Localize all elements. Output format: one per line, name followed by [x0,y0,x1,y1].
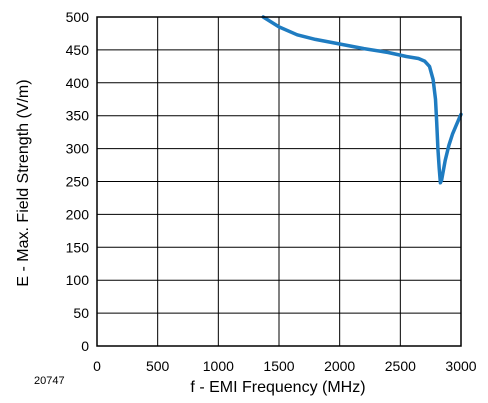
x-tick-labels: 0 500 1000 1500 2000 2500 3000 [93,358,477,374]
y-tick-label: 500 [66,9,90,25]
y-tick-label: 400 [66,75,90,91]
y-tick-label: 300 [66,141,90,157]
y-tick-label: 350 [66,108,90,124]
y-tick-label: 150 [66,239,90,255]
plot-frame [96,16,462,347]
y-tick-labels: 0 50 100 150 200 250 300 350 400 450 500 [66,9,90,354]
y-tick-label: 0 [81,338,89,354]
x-tick-label: 3000 [445,358,476,374]
grid-lines [96,16,462,347]
x-tick-label: 1000 [203,358,234,374]
x-tick-label: 2000 [324,358,355,374]
series-line [261,15,463,185]
y-tick-label: 100 [66,272,90,288]
x-tick-label: 2500 [385,358,416,374]
figure-number: 20747 [34,375,65,387]
y-tick-label: 450 [66,42,90,58]
y-tick-label: 50 [73,305,89,321]
x-tick-label: 1500 [263,358,294,374]
x-tick-label: 0 [93,358,101,374]
y-tick-label: 200 [66,206,90,222]
series-layer [261,15,463,185]
y-axis-title: E - Max. Field Strength (V/m) [15,79,32,286]
y-tick-label: 250 [66,174,90,190]
x-tick-label: 500 [146,358,170,374]
x-axis-title: f - EMI Frequency (MHz) [190,379,365,396]
